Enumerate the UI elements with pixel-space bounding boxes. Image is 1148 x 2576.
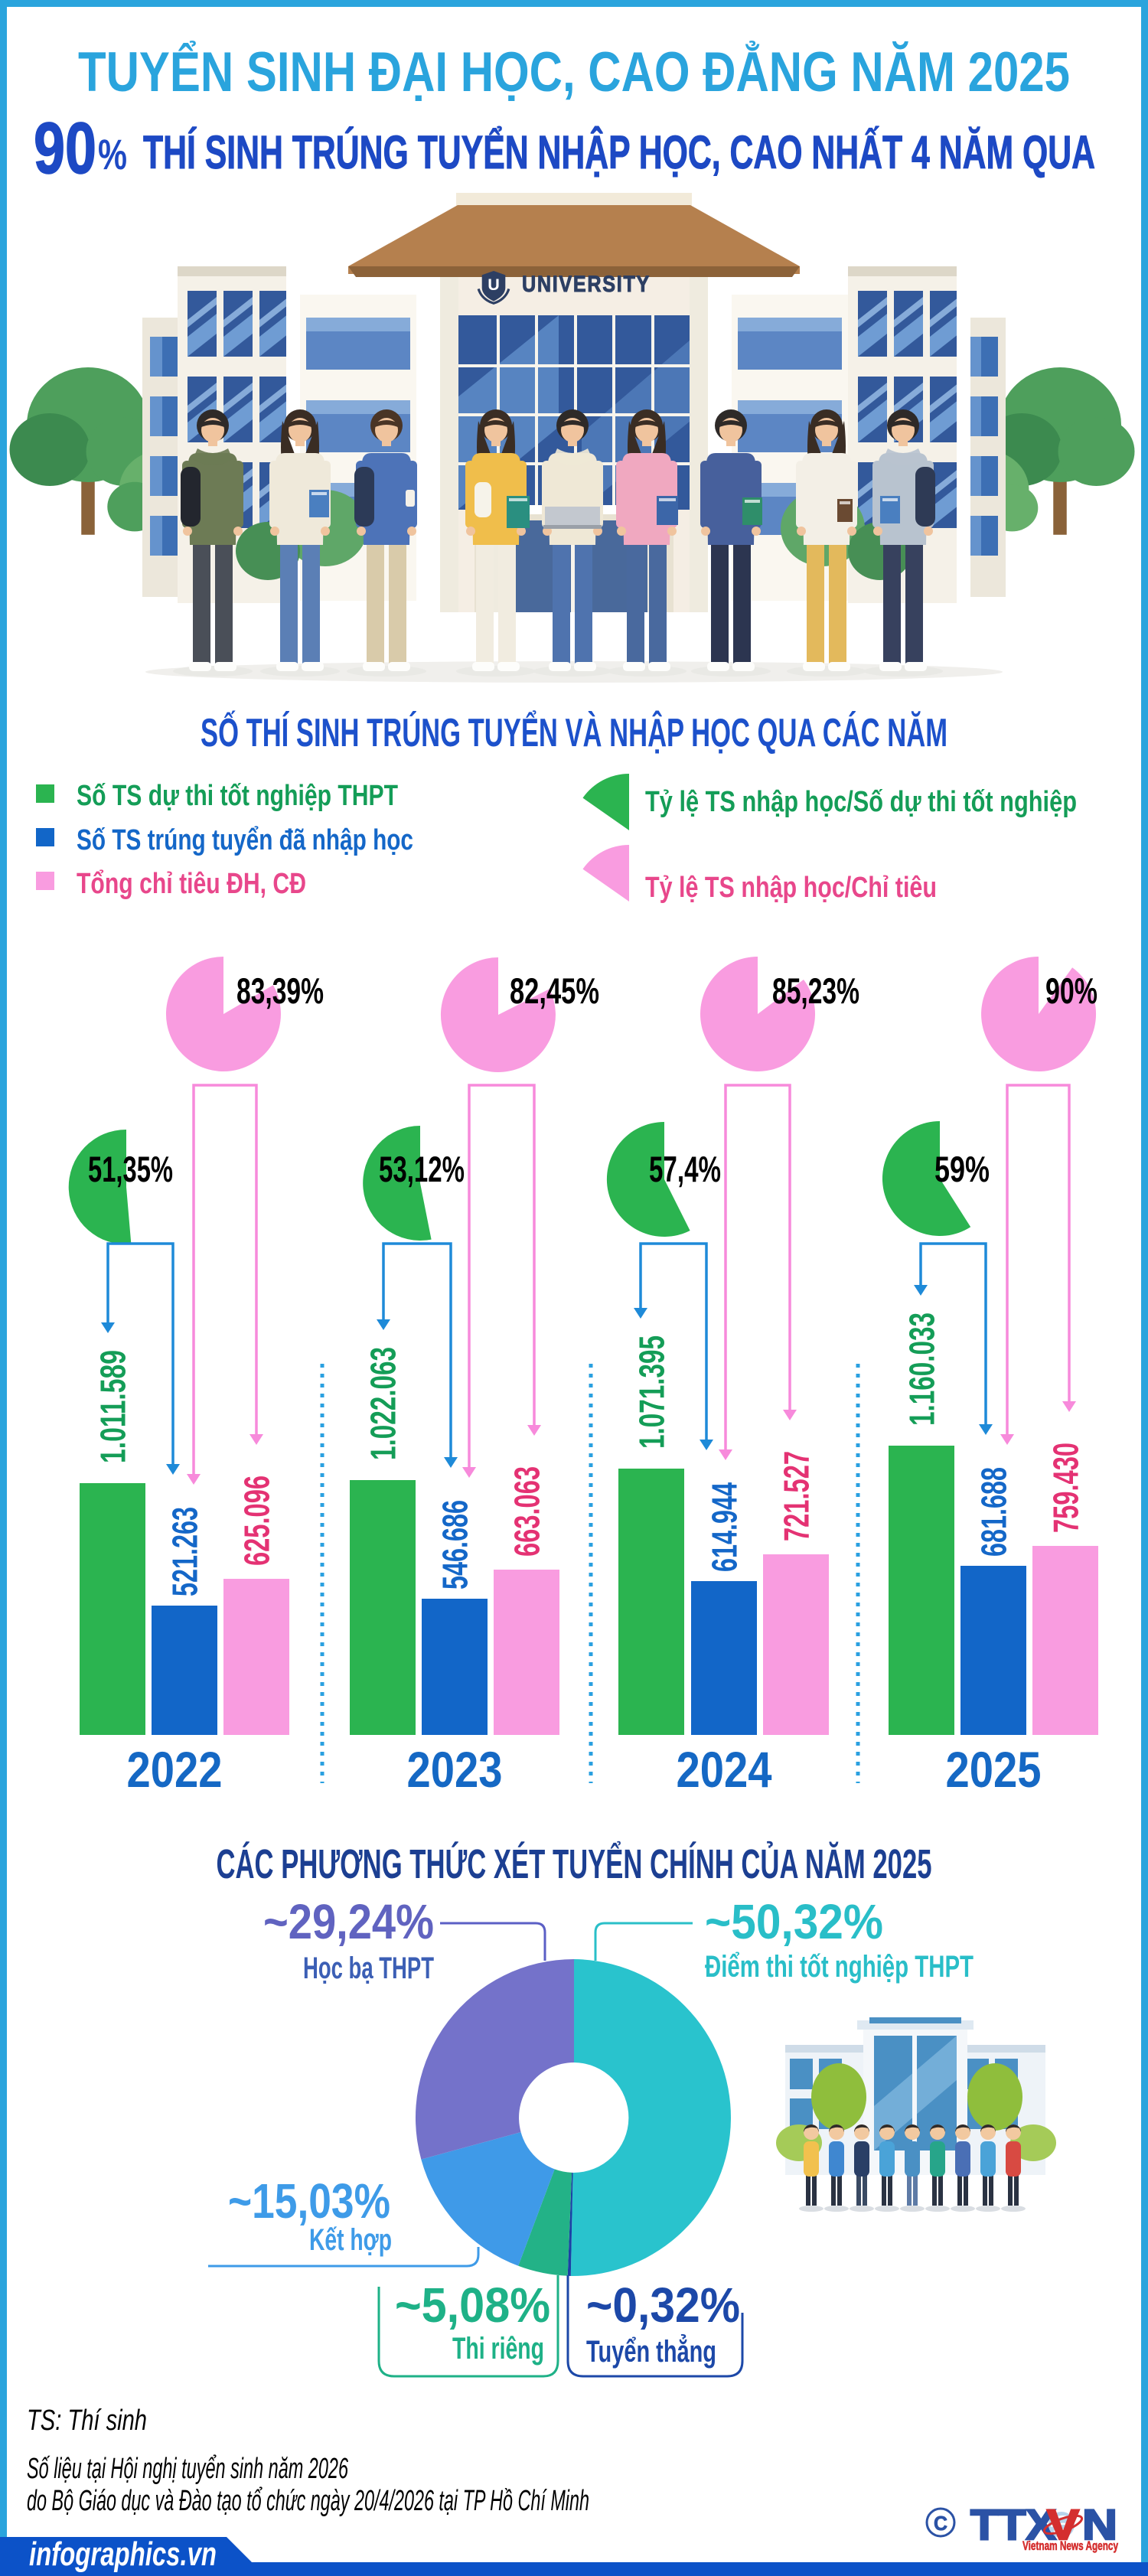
svg-text:663.063: 663.063 [507,1466,547,1557]
svg-text:%: % [98,130,127,178]
svg-text:do Bộ Giáo dục và Đào tạo tổ c: do Bộ Giáo dục và Đào tạo tổ chức ngày 2… [27,2485,589,2517]
svg-text:Học bạ THPT: Học bạ THPT [303,1952,434,1985]
svg-text:~50,32%: ~50,32% [705,1894,883,1949]
svg-text:625.096: 625.096 [237,1475,277,1566]
svg-text:59%: 59% [934,1149,990,1189]
svg-text:82,45%: 82,45% [510,970,599,1011]
svg-text:TS: Thí sinh: TS: Thí sinh [27,2405,147,2437]
svg-text:Vietnam News Agency: Vietnam News Agency [1022,2539,1118,2553]
svg-text:Tỷ lệ TS nhập học/Số dự thi tố: Tỷ lệ TS nhập học/Số dự thi tốt nghiệp [645,786,1077,818]
svg-text:TTX: TTX [970,2500,1056,2548]
svg-text:681.688: 681.688 [974,1467,1014,1557]
svg-text:CÁC PHƯƠNG THỨC XÉT TUYỂN CHÍN: CÁC PHƯƠNG THỨC XÉT TUYỂN CHÍNH CỦA NĂM … [217,1841,932,1887]
svg-text:51,35%: 51,35% [88,1149,173,1189]
svg-text:759.430: 759.430 [1046,1443,1086,1533]
svg-text:2025: 2025 [946,1741,1042,1798]
svg-text:1.071.395: 1.071.395 [632,1335,672,1449]
svg-text:2023: 2023 [407,1741,503,1798]
svg-text:90: 90 [34,108,96,189]
svg-text:TUYỂN SINH ĐẠI HỌC, CAO ĐẲNG N: TUYỂN SINH ĐẠI HỌC, CAO ĐẲNG NĂM 2025 [78,41,1070,103]
svg-text:Kết hợp: Kết hợp [309,2223,392,2257]
svg-text:N: N [1082,2500,1117,2548]
svg-text:~5,08%: ~5,08% [395,2278,550,2333]
svg-text:546.686: 546.686 [435,1500,475,1590]
svg-text:Số TS trúng tuyển đã nhập học: Số TS trúng tuyển đã nhập học [77,824,413,856]
svg-text:2022: 2022 [127,1741,223,1798]
svg-text:614.944: 614.944 [705,1482,745,1572]
svg-text:THÍ SINH TRÚNG TUYỂN NHẬP HỌC,: THÍ SINH TRÚNG TUYỂN NHẬP HỌC, CAO NHẤT … [143,126,1095,178]
svg-text:C: C [934,2512,947,2535]
svg-text:Số TS dự thi tốt nghiệp THPT: Số TS dự thi tốt nghiệp THPT [77,780,398,812]
svg-text:Số liệu tại Hội nghị tuyển sin: Số liệu tại Hội nghị tuyển sinh năm 2026 [27,2453,349,2485]
svg-text:1.011.589: 1.011.589 [93,1350,133,1463]
svg-text:2024: 2024 [677,1741,772,1798]
svg-text:85,23%: 85,23% [772,970,859,1011]
svg-text:Điểm thi tốt nghiệp THPT: Điểm thi tốt nghiệp THPT [705,1950,974,1984]
svg-text:infographics.vn: infographics.vn [29,2535,217,2573]
svg-text:83,39%: 83,39% [236,970,324,1011]
svg-text:57,4%: 57,4% [649,1149,721,1189]
svg-text:UNIVERSITY: UNIVERSITY [522,272,651,297]
svg-text:Tỷ lệ TS nhập học/Chỉ tiêu: Tỷ lệ TS nhập học/Chỉ tiêu [645,872,937,904]
svg-text:521.263: 521.263 [165,1507,205,1596]
svg-text:Thi riêng: Thi riêng [452,2332,544,2366]
svg-text:90%: 90% [1045,970,1097,1011]
svg-text:Tuyển thẳng: Tuyển thẳng [586,2333,716,2369]
svg-text:1.022.063: 1.022.063 [364,1347,403,1460]
svg-text:53,12%: 53,12% [379,1149,465,1189]
svg-text:V: V [1047,2500,1079,2548]
svg-text:Tổng chỉ tiêu ĐH, CĐ: Tổng chỉ tiêu ĐH, CĐ [77,868,306,900]
svg-text:1.160.033: 1.160.033 [902,1312,942,1426]
svg-text:~29,24%: ~29,24% [263,1894,434,1949]
svg-text:U: U [488,275,500,294]
svg-text:721.527: 721.527 [777,1451,817,1541]
svg-text:~15,03%: ~15,03% [228,2173,390,2229]
svg-text:~0,32%: ~0,32% [586,2278,740,2333]
svg-text:SỐ THÍ SINH TRÚNG TUYỂN VÀ NHẬ: SỐ THÍ SINH TRÚNG TUYỂN VÀ NHẬP HỌC QUA … [201,710,947,755]
